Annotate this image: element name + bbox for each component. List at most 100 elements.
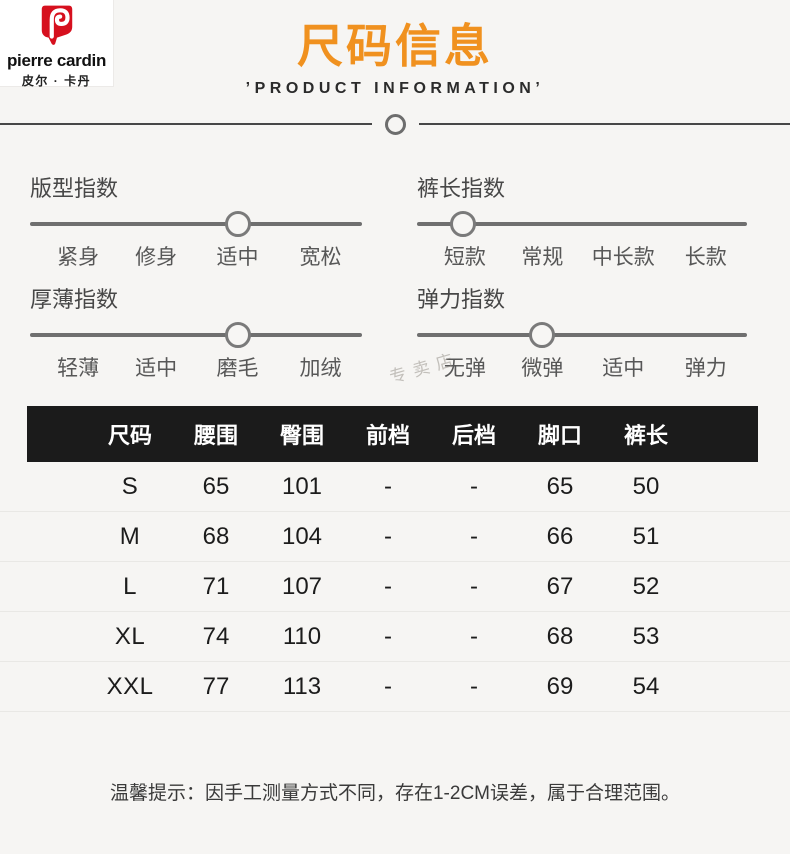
slider-option-label: 磨毛 — [216, 357, 259, 381]
slider-option-label: 常规 — [521, 246, 564, 270]
divider-line-right — [418, 123, 790, 126]
table-cell: 53 — [632, 622, 660, 650]
slider-track — [417, 222, 747, 227]
size-table-header-cell: 尺码 — [107, 423, 152, 449]
slider-labels: 无弹 微弹 适中 弹力 — [417, 352, 747, 380]
slider-knob[interactable] — [224, 322, 251, 349]
size-table-header-cell: 后档 — [451, 423, 496, 449]
table-cell: - — [470, 472, 478, 500]
table-cell: 71 — [202, 572, 230, 600]
table-cell: 69 — [546, 672, 574, 700]
table-cell: 107 — [281, 572, 323, 600]
slider-option-label: 适中 — [602, 357, 645, 381]
table-cell: 54 — [632, 672, 660, 700]
section-divider — [0, 113, 790, 135]
index-title: 版型指数 — [30, 176, 119, 202]
slider-track — [417, 333, 747, 338]
index-sliders: 版型指数 紧身 修身 适中 宽松 裤长指数 短款 常规 中长款 长款 — [30, 171, 747, 380]
table-cell: 51 — [632, 522, 660, 550]
index-section-stretch: 弹力指数 无弹 微弹 适中 弹力 — [417, 282, 747, 380]
index-section-thickness: 厚薄指数 轻薄 适中 磨毛 加绒 — [30, 282, 362, 380]
slider-option-label: 长款 — [684, 246, 727, 270]
table-cell: - — [384, 472, 392, 500]
table-cell: 104 — [281, 522, 323, 550]
table-cell: 113 — [282, 672, 322, 700]
index-section-length: 裤长指数 短款 常规 中长款 长款 — [417, 171, 747, 269]
table-cell: 52 — [632, 572, 660, 600]
slider-knob[interactable] — [529, 322, 556, 349]
table-cell: 66 — [546, 522, 574, 550]
size-cell: S — [121, 472, 139, 500]
size-table-header-cell: 腰围 — [193, 423, 238, 449]
size-table-header-cell: 前档 — [365, 423, 410, 449]
slider-track — [30, 222, 362, 227]
page-title: 尺码信息 — [297, 20, 493, 72]
table-cell: 74 — [202, 622, 230, 650]
table-cell: - — [384, 572, 392, 600]
table-row: XL 74 110 - - 68 53 — [0, 612, 790, 663]
table-cell: - — [470, 672, 478, 700]
slider-option-label: 加绒 — [299, 357, 342, 381]
table-cell: - — [384, 522, 392, 550]
index-title: 裤长指数 — [417, 176, 506, 202]
size-table-header-cell: 臀围 — [279, 423, 324, 449]
slider-labels: 轻薄 适中 磨毛 加绒 — [30, 352, 362, 380]
thickness-slider — [30, 320, 362, 350]
size-table-header: 尺码 腰围 臀围 前档 后档 脚口 裤长 — [27, 406, 758, 463]
length-slider — [417, 209, 747, 239]
page-subtitle: ’PRODUCT INFORMATION’ — [245, 80, 545, 98]
size-table: 尺码 腰围 臀围 前档 后档 脚口 裤长 S 65 101 - - 65 50 … — [0, 406, 790, 713]
index-section-fit: 版型指数 紧身 修身 适中 宽松 — [30, 171, 362, 269]
table-cell: 65 — [546, 472, 574, 500]
size-cell: XL — [114, 622, 146, 650]
slider-option-label: 轻薄 — [57, 357, 100, 381]
table-row: S 65 101 - - 65 50 — [0, 462, 790, 513]
divider-ring-icon — [384, 113, 406, 135]
slider-labels: 紧身 修身 适中 宽松 — [30, 241, 362, 269]
slider-option-label: 中长款 — [591, 246, 655, 270]
size-cell: M — [119, 522, 141, 550]
table-cell: 110 — [282, 622, 322, 650]
slider-option-label: 微弹 — [521, 357, 564, 381]
slider-option-label: 宽松 — [299, 246, 342, 270]
table-row: L 71 107 - - 67 52 — [0, 562, 790, 613]
slider-option-label: 紧身 — [57, 246, 100, 270]
table-cell: 65 — [202, 472, 230, 500]
size-cell: XXL — [106, 672, 154, 700]
size-table-header-cell: 脚口 — [537, 423, 582, 449]
size-table-header-cell: 裤长 — [623, 423, 668, 449]
divider-line-left — [0, 123, 372, 126]
brand-name: pierre cardin — [6, 51, 107, 70]
brand-name-chinese: 皮尔 · 卡丹 — [21, 74, 92, 88]
slider-knob[interactable] — [450, 211, 477, 238]
slider-option-label: 适中 — [216, 246, 259, 270]
slider-knob[interactable] — [224, 211, 251, 238]
table-row: XXL 77 113 - - 69 54 — [0, 662, 790, 713]
slider-option-label: 适中 — [135, 357, 178, 381]
table-cell: - — [470, 622, 478, 650]
table-row: M 68 104 - - 66 51 — [0, 512, 790, 563]
table-cell: 77 — [202, 672, 230, 700]
slider-option-label: 弹力 — [684, 357, 727, 381]
stretch-slider — [417, 320, 747, 350]
slider-track — [30, 333, 362, 338]
slider-labels: 短款 常规 中长款 长款 — [417, 241, 747, 269]
table-cell: 101 — [281, 472, 323, 500]
brand-logo: pierre cardin 皮尔 · 卡丹 — [0, 0, 114, 88]
slider-option-label: 短款 — [443, 246, 486, 270]
table-cell: - — [470, 572, 478, 600]
table-cell: 67 — [546, 572, 574, 600]
size-cell: L — [123, 572, 137, 600]
index-title: 弹力指数 — [417, 287, 506, 313]
table-cell: - — [384, 672, 392, 700]
page-header: 尺码信息 ’PRODUCT INFORMATION’ — [0, 0, 790, 98]
table-cell: 68 — [202, 522, 230, 550]
table-cell: - — [470, 522, 478, 550]
table-cell: 50 — [632, 472, 660, 500]
table-cell: - — [384, 622, 392, 650]
fit-slider — [30, 209, 362, 239]
pierre-cardin-logo-icon — [41, 5, 72, 45]
index-title: 厚薄指数 — [30, 287, 119, 313]
measurement-note: 温馨提示：因手工测量方式不同，存在1-2CM误差，属于合理范围。 — [109, 783, 680, 805]
